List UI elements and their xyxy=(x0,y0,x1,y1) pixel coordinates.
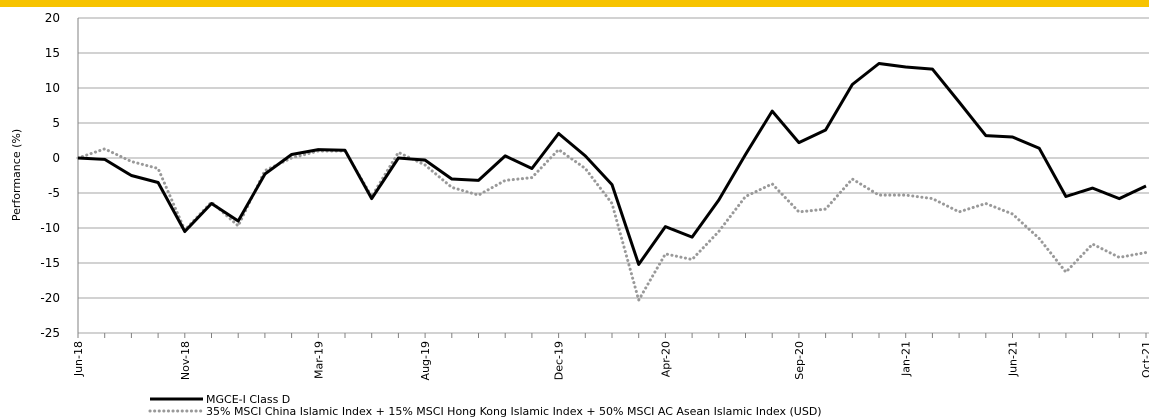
x-tick-label: Jan-21 xyxy=(900,341,913,377)
x-tick-label: Dec-19 xyxy=(553,341,566,380)
y-tick-label: 20 xyxy=(45,11,60,25)
y-tick-label: 0 xyxy=(52,151,60,165)
x-tick-label: Sep-20 xyxy=(793,341,806,380)
y-axis-label: Performance (%) xyxy=(10,129,23,221)
x-tick-label: Apr-20 xyxy=(659,341,672,377)
x-tick-label: Mar-19 xyxy=(312,341,325,379)
series-line xyxy=(77,62,1147,266)
y-tick-label: 5 xyxy=(52,116,60,130)
y-tick-label: -5 xyxy=(48,186,60,200)
y-tick-label: 15 xyxy=(45,46,60,60)
y-tick-label: -10 xyxy=(40,221,60,235)
legend-label: MGCE-I Class D xyxy=(206,393,290,406)
x-tick-label: Oct-21 xyxy=(1140,341,1149,378)
y-tick-label: 10 xyxy=(45,81,60,95)
y-tick-label: -20 xyxy=(40,291,60,305)
x-tick-label: Aug-19 xyxy=(419,341,432,380)
x-tick-label: Nov-18 xyxy=(179,341,192,380)
top-bar xyxy=(0,0,1149,7)
series-line xyxy=(76,147,1148,302)
x-tick-label: Jun-18 xyxy=(72,341,85,377)
x-tick-label: Jun-21 xyxy=(1007,341,1020,377)
legend-label: 35% MSCI China Islamic Index + 15% MSCI … xyxy=(206,405,822,418)
y-tick-label: -25 xyxy=(40,326,60,340)
y-tick-label: -15 xyxy=(40,256,60,270)
